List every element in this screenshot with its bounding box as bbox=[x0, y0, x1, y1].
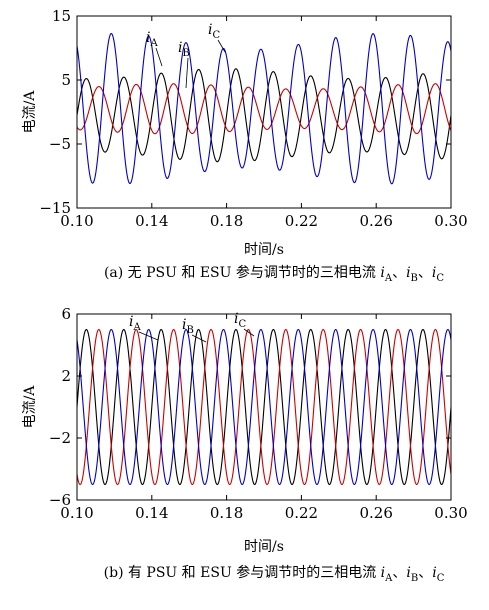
y-tick-label: 5 bbox=[61, 71, 71, 89]
y-axis-label: 电流/A bbox=[22, 90, 38, 134]
y-tick-label: 2 bbox=[61, 367, 71, 385]
x-tick-label: 0.22 bbox=[285, 504, 318, 522]
series-line-iB bbox=[77, 83, 451, 135]
x-tick-label: 0.18 bbox=[210, 504, 243, 522]
y-tick-label: 15 bbox=[52, 7, 71, 25]
x-tick-label: 0.26 bbox=[359, 212, 392, 230]
y-tick-label: −6 bbox=[49, 491, 71, 509]
plot-frame bbox=[76, 15, 452, 209]
annotation-leader-iB bbox=[185, 57, 189, 89]
annotation-leader-iA bbox=[138, 331, 159, 341]
x-axis-label: 时间/s bbox=[244, 539, 284, 555]
y-tick-label: 6 bbox=[61, 305, 71, 323]
x-tick-label: 0.14 bbox=[135, 212, 168, 230]
y-tick-label: −2 bbox=[49, 429, 71, 447]
plot-frame bbox=[76, 313, 452, 501]
annotation-leader-iA bbox=[155, 47, 163, 67]
series-line-iC bbox=[77, 33, 451, 185]
annotation-leader-iC bbox=[243, 328, 255, 337]
x-tick-label: 0.14 bbox=[135, 504, 168, 522]
series-label-iB: iB bbox=[182, 317, 194, 336]
caption: (b) 有 PSU 和 ESU 参与调节时的三相电流 iA、iB、iC bbox=[104, 564, 445, 584]
x-tick-label: 0.22 bbox=[285, 212, 318, 230]
x-axis-label: 时间/s bbox=[244, 242, 284, 258]
x-tick-label: 0.18 bbox=[210, 212, 243, 230]
x-tick-label: 0.30 bbox=[434, 212, 467, 230]
y-tick-label: −15 bbox=[39, 199, 71, 217]
chart-a: 0.10 0.14 0.18 0.22 0.26 0.30 15 5 −5 −15 时间/s 电流/A… bbox=[22, 7, 468, 284]
series-line-iB bbox=[77, 328, 451, 486]
series-label-iC: iC bbox=[208, 22, 220, 41]
x-tick-label: 0.10 bbox=[60, 212, 93, 230]
series-line-iA bbox=[77, 68, 451, 163]
y-axis-label: 电流/A bbox=[22, 385, 38, 429]
chart-b: 0.10 0.14 0.18 0.22 0.26 0.30 6 2 −2 −6 时间/s 电流/A iA… bbox=[22, 305, 468, 584]
series-line-iC bbox=[77, 328, 451, 486]
caption: (a) 无 PSU 和 ESU 参与调节时的三相电流 iA、iB、iC bbox=[104, 264, 444, 284]
annotation-leader-iC bbox=[217, 39, 226, 53]
series-label-iA: iA bbox=[146, 30, 158, 49]
series-line-iA bbox=[77, 328, 451, 486]
x-tick-label: 0.10 bbox=[60, 504, 93, 522]
series-label-iB: iB bbox=[178, 40, 190, 59]
annotation-leader-iB bbox=[191, 334, 207, 343]
x-tick-label: 0.30 bbox=[434, 504, 467, 522]
series-label-iA: iA bbox=[129, 314, 141, 333]
y-tick-label: −5 bbox=[49, 135, 71, 153]
x-tick-label: 0.26 bbox=[359, 504, 392, 522]
